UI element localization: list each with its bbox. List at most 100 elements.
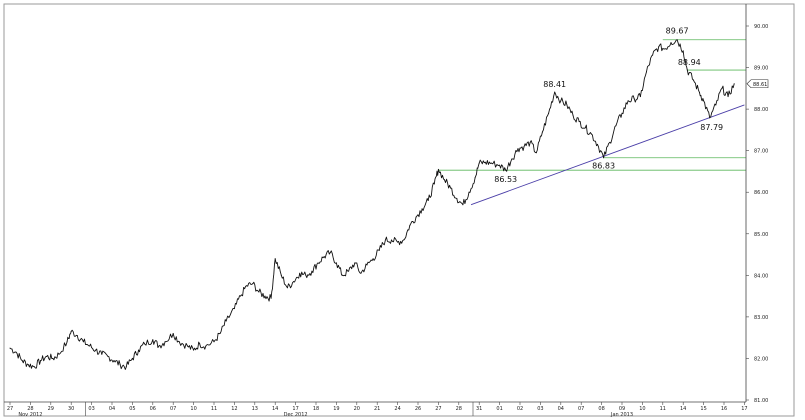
price-point-17	[113, 360, 115, 361]
price-point-89	[560, 100, 562, 102]
price-point-85	[535, 152, 537, 154]
price-point-101	[633, 98, 635, 100]
price-point-20	[131, 357, 133, 359]
price-point-110	[686, 69, 688, 71]
x-tick-label-12: 13	[252, 406, 258, 412]
annotation-layer: 89.67 88.94 88.41 87.79 86.53 86.83	[494, 27, 723, 184]
y-tick-label-8: 89.00	[754, 66, 768, 72]
price-point-36	[240, 295, 241, 297]
x-tick-label-14: 17	[292, 406, 298, 412]
price-point-75	[474, 177, 476, 179]
x-tick-label-29: 08	[598, 406, 604, 412]
price-point-98	[615, 125, 617, 127]
price-point-24	[158, 345, 160, 347]
price-point-104	[652, 54, 654, 56]
y-axis: 81.00 82.00 83.00 84.00 85.00 86.00 87.00 88.00…	[745, 4, 768, 404]
price-point-106	[664, 48, 666, 50]
price-point-21	[138, 349, 139, 351]
price-point-68	[433, 183, 435, 185]
price-point-4	[34, 366, 35, 368]
price-point-10	[70, 330, 72, 332]
price-point-91	[572, 114, 574, 116]
x-tick-label-17: 20	[354, 406, 360, 412]
month-label-1: Dec 2012	[284, 412, 308, 418]
price-point-115	[715, 104, 717, 106]
price-point-43	[280, 274, 282, 276]
price-point-88	[554, 91, 556, 93]
price-point-90	[566, 104, 568, 106]
x-tick-label-24: 01	[496, 406, 502, 412]
price-point-95	[597, 143, 598, 145]
annotation-label-4: 86.53	[494, 175, 517, 184]
price-point-28	[187, 345, 188, 347]
x-tick-label-18: 21	[374, 406, 380, 412]
price-point-74	[468, 191, 470, 193]
y-tick-label-4: 85.00	[754, 232, 768, 238]
annotation-label-5: 86.83	[592, 162, 615, 171]
x-tick-label-21: 27	[435, 406, 441, 412]
price-point-37	[246, 285, 248, 287]
y-tick-label-9: 90.00	[754, 24, 768, 30]
price-point-86	[541, 131, 543, 133]
x-tick-label-3: 30	[68, 406, 74, 412]
price-point-92	[578, 121, 580, 123]
price-point-108	[676, 39, 678, 41]
price-point-87	[548, 112, 550, 114]
price-point-61	[391, 239, 392, 241]
price-point-60	[384, 239, 386, 241]
price-point-51	[329, 252, 331, 253]
y-tick-label-1: 82.00	[754, 356, 768, 362]
x-tick-label-35: 16	[721, 406, 727, 412]
x-tick-label-6: 05	[129, 406, 135, 412]
price-point-26	[172, 333, 174, 334]
month-label-0: Nov 2012	[18, 412, 42, 418]
price-point-105	[658, 46, 660, 48]
price-point-93	[584, 127, 586, 129]
x-tick-label-20: 26	[415, 406, 421, 412]
annotation-label-0: 89.67	[666, 27, 689, 36]
price-point-71	[450, 187, 452, 189]
x-axis: 27 28 29 30 03 04 05 06 07 10 11 12 13 14 17 18 19 20 21 24…	[4, 401, 748, 418]
x-tick-label-16: 19	[333, 406, 339, 412]
price-point-27	[178, 341, 180, 343]
x-tick-label-30: 09	[619, 406, 625, 412]
price-point-50	[323, 256, 325, 258]
price-point-9	[66, 341, 68, 343]
x-tick-label-1: 28	[27, 406, 33, 412]
price-point-64	[409, 225, 411, 226]
price-point-6	[46, 355, 48, 357]
price-point-70	[444, 179, 445, 181]
x-tick-label-10: 11	[211, 406, 217, 412]
price-point-84	[529, 141, 531, 143]
price-point-99	[621, 112, 623, 114]
price-point-118	[733, 83, 735, 85]
x-tick-label-11: 12	[231, 406, 237, 412]
price-point-18	[119, 364, 121, 366]
price-point-65	[415, 216, 417, 218]
x-tick-label-33: 14	[680, 406, 686, 412]
price-point-67	[427, 200, 429, 201]
price-point-11	[76, 335, 78, 337]
price-point-0	[9, 347, 11, 349]
price-point-48	[311, 270, 313, 272]
y-tick-label-5: 86.00	[754, 190, 768, 196]
month-label-2: Jan 2013	[610, 412, 633, 418]
price-point-29	[193, 349, 195, 351]
price-point-76	[478, 162, 480, 164]
price-point-59	[378, 249, 380, 251]
price-point-32	[213, 341, 215, 343]
price-point-55	[354, 262, 356, 264]
price-point-33	[219, 333, 221, 334]
x-tick-label-23: 31	[476, 406, 482, 412]
price-point-7	[52, 357, 54, 359]
price-point-111	[692, 79, 694, 81]
price-point-82	[517, 148, 519, 150]
trendline	[470, 104, 745, 206]
price-point-63	[403, 239, 405, 241]
price-point-39	[258, 291, 260, 293]
price-point-83	[523, 146, 525, 147]
price-point-107	[670, 42, 672, 44]
x-tick-label-5: 04	[109, 406, 115, 412]
